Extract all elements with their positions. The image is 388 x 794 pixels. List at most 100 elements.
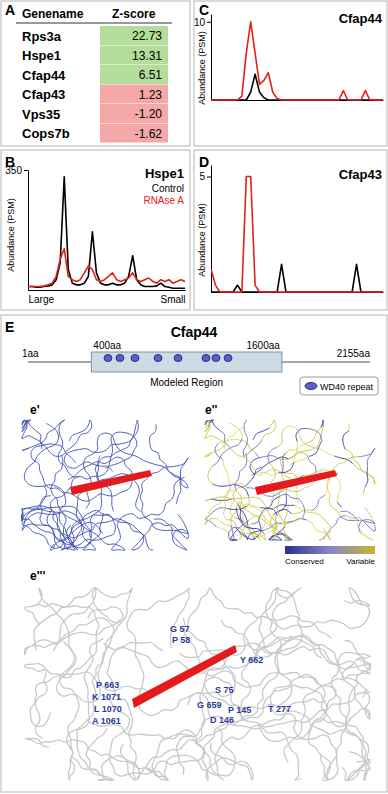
plot-area [211,22,383,100]
backbone-trace [229,479,247,488]
tick-label: 10 [194,17,206,28]
backbone-trace [243,497,249,516]
residue-label: D 146 [210,715,234,725]
backbone-trace [233,487,244,501]
position-label: 2155aa [337,348,371,359]
chart: 10Cfap44Abundance (PSM) [194,11,384,105]
backbone-trace [205,497,219,501]
backbone-trace [264,496,279,509]
subpanel-label: e' [30,403,40,417]
z-score: 22.73 [132,29,162,43]
backbone-trace [205,420,208,425]
figure: ABCDEGenenameZ-scoreRps3a22.73Hspe113.31… [0,0,388,794]
backbone-trace [203,724,302,780]
residue-label: Y 662 [240,655,263,665]
backbone-trace [294,442,298,463]
backbone-trace [245,458,259,473]
backbone-trace [224,442,225,449]
plot-area [28,177,185,288]
chart: 350LargeSmallHspe1Abundance (PSM)Control… [5,165,185,305]
backbone-trace [205,436,224,442]
backbone-trace [323,528,327,534]
backbone-trace [290,456,309,464]
backbone-trace [269,536,282,540]
backbone-trace [307,429,321,441]
backbone-trace [226,438,242,450]
z-score: 6.51 [139,68,163,82]
backbone-trace [299,499,305,518]
residue-label: L 1070 [94,704,122,714]
table-cell [100,46,168,65]
residue-label: S 75 [215,685,234,695]
tick-label: Small [160,294,185,305]
structure-view: e''ConservedVariable [205,403,376,566]
backbone-trace [337,482,340,502]
panel-frame [194,1,387,146]
backbone-trace [327,481,330,501]
z-score: 13.31 [132,49,162,63]
backbone-trace [264,523,283,530]
residue-label: P 145 [228,705,251,715]
legend-box [300,377,378,395]
backbone-trace [262,427,276,441]
wd40-repeat [212,355,220,362]
backbone-trace [314,513,330,526]
backbone-trace [245,470,256,487]
table-cell [100,26,168,45]
backbone-trace [22,420,137,479]
panel-frame [194,150,387,310]
backbone-trace [22,496,115,550]
chart-title: Cfap43 [339,167,382,182]
backbone-trace [25,728,235,780]
backbone-trace [236,502,240,508]
table-header: Genename [22,7,84,21]
legend-entry: WD40 repeat [320,382,374,392]
table-cell [100,85,168,104]
backbone-trace [208,466,213,484]
backbone-trace [234,520,250,534]
legend-entry: Control [152,183,184,194]
gene-name: Cops7b [22,126,70,141]
wd40-repeat [116,355,124,362]
residue-label: P 58 [172,635,190,645]
backbone-trace [269,420,275,428]
data-line [211,74,383,100]
backbone-trace [209,508,227,516]
wd40-repeat [154,355,162,362]
backbone-trace [296,484,299,505]
backbone-trace [288,453,307,459]
backbone-trace [361,520,375,524]
backbone-trace [284,426,300,435]
position-label: 400aa [93,340,121,351]
table-cell [100,65,168,84]
backbone-trace [22,420,92,456]
backbone-trace [205,516,216,527]
tick: 350 [5,165,28,176]
backbone-trace [279,494,299,499]
backbone-trace [283,518,303,524]
diagram-title: Cfap44 [171,324,218,340]
wd40-repeat [131,355,139,362]
backbone-trace [213,484,234,486]
table-header: Z-score [112,7,156,21]
backbone-trace [307,455,316,473]
backbone-trace [233,485,248,497]
backbone-trace [233,420,246,436]
structure-view: e'''G 57P 58Y 662P 663K 1071L 1070A 1061… [25,569,371,781]
tick-label: Large [29,294,55,305]
backbone-trace [251,509,264,524]
panel-frame [1,150,190,310]
position-label: 1aa [22,348,39,359]
axis-line [28,171,29,291]
modeled-region [91,352,282,372]
tick-label: 350 [5,165,22,176]
backbone-trace [22,508,104,550]
tick: Small [160,290,185,305]
gene-name: Cfap44 [22,68,66,83]
backbone-trace [277,429,284,447]
backbone-trace [282,453,285,474]
backbone-trace [269,457,288,463]
chart-title: Hspe1 [145,166,184,181]
backbone-trace [259,588,368,705]
backbone-trace [217,518,236,527]
